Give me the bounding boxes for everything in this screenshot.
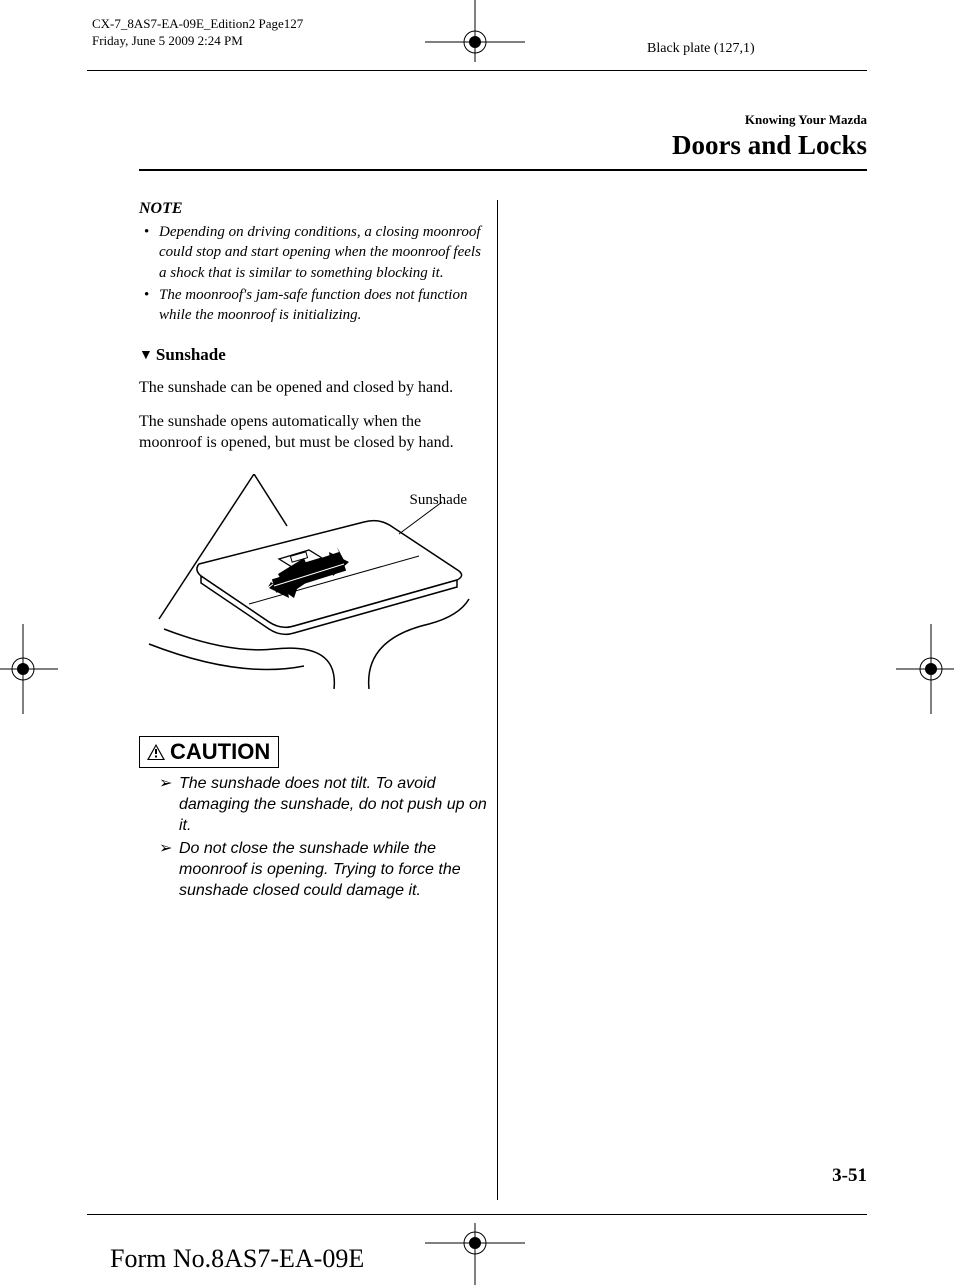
section-rule [139, 169, 867, 171]
sunshade-subhead: ▼Sunshade [139, 345, 487, 365]
section-large-title: Doors and Locks [672, 130, 867, 161]
bottom-rule [87, 1214, 867, 1215]
diagram-callout-label: Sunshade [410, 492, 468, 509]
caution-item: Do not close the sunshade while the moon… [179, 839, 487, 901]
body-paragraph: The sunshade can be opened and closed by… [139, 377, 487, 399]
body-column: NOTE Depending on driving conditions, a … [139, 200, 487, 905]
column-divider [497, 200, 498, 1200]
note-label: NOTE [139, 200, 487, 218]
form-number: Form No.8AS7-EA-09E [110, 1244, 364, 1274]
crop-mark-left-icon [0, 624, 68, 714]
warning-triangle-icon [146, 743, 166, 761]
top-rule [87, 70, 867, 71]
subhead-text: Sunshade [156, 345, 226, 364]
body-paragraph: The sunshade opens automatically when th… [139, 411, 487, 454]
caution-list: The sunshade does not tilt. To avoid dam… [139, 774, 487, 902]
note-item: Depending on driving conditions, a closi… [159, 222, 487, 283]
doc-date: Friday, June 5 2009 2:24 PM [92, 33, 303, 50]
triangle-marker-icon: ▼ [139, 348, 153, 363]
doc-id: CX-7_8AS7-EA-09E_Edition2 Page127 [92, 16, 303, 33]
page: CX-7_8AS7-EA-09E_Edition2 Page127 Friday… [0, 0, 954, 1285]
note-list: Depending on driving conditions, a closi… [139, 222, 487, 325]
crop-mark-right-icon [886, 624, 954, 714]
page-number: 3-51 [832, 1165, 867, 1187]
caution-box: CAUTION [139, 736, 279, 768]
section-small-title: Knowing Your Mazda [672, 112, 867, 128]
caution-item: The sunshade does not tilt. To avoid dam… [179, 774, 487, 836]
note-item: The moonroof's jam-safe function does no… [159, 285, 487, 326]
sunshade-illustration-icon [139, 474, 479, 714]
print-header-left: CX-7_8AS7-EA-09E_Edition2 Page127 Friday… [92, 16, 303, 50]
content-frame: Knowing Your Mazda Doors and Locks NOTE … [87, 70, 867, 1215]
section-header: Knowing Your Mazda Doors and Locks [672, 112, 867, 161]
plate-label: Black plate (127,1) [647, 41, 755, 57]
crop-mark-bottom-icon [405, 1217, 545, 1285]
caution-label: CAUTION [170, 739, 270, 765]
sunshade-diagram: Sunshade [139, 474, 479, 714]
crop-mark-top-icon [405, 0, 545, 68]
